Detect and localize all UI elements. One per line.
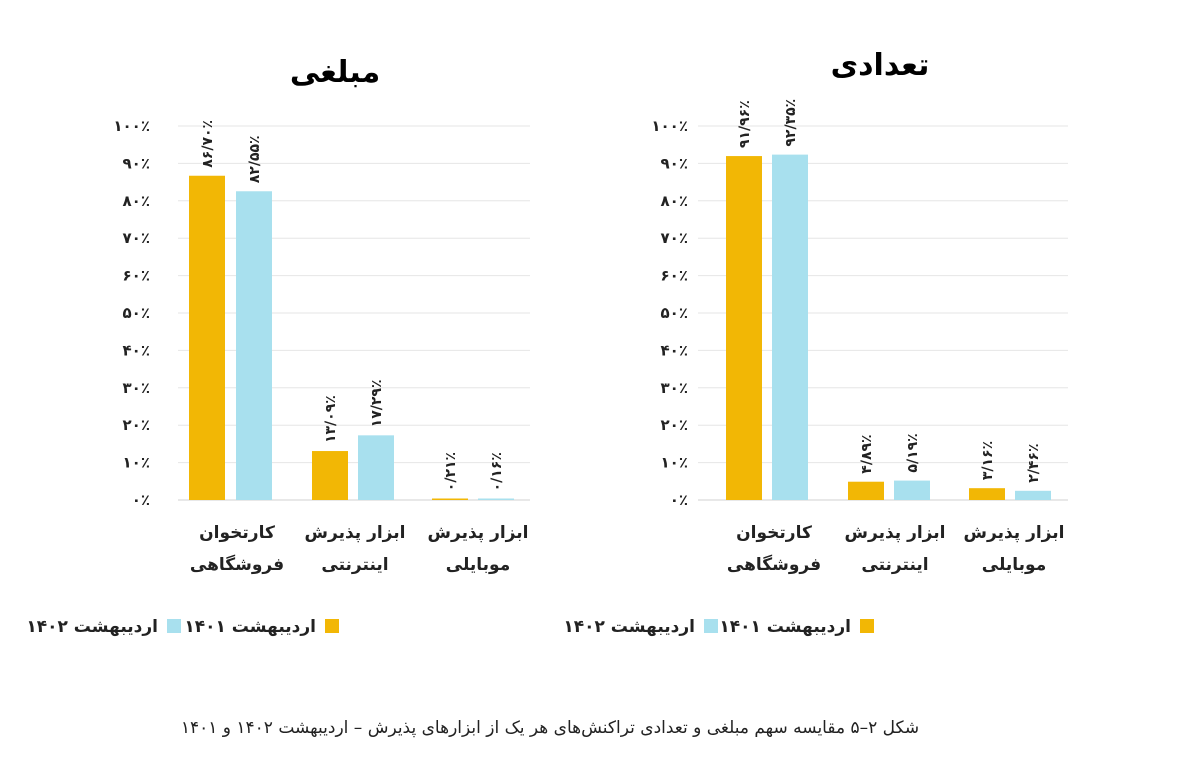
- category-label: ابزار پذیرش: [964, 523, 1065, 543]
- category-label: ابزار پذیرش: [428, 523, 529, 543]
- data-label: ۰/۱۶٪: [489, 452, 505, 491]
- y-tick-label: ۳۰٪: [123, 379, 150, 397]
- legend-label: اردیبهشت ۱۴۰۲: [26, 617, 158, 637]
- bar: [478, 498, 514, 500]
- chart-amount: مبلغی ۰٪ ۱۰٪ ۲۰٪ ۳۰٪ ۴۰٪ ۵۰٪ ۶۰٪ ۷۰٪ ۸۰٪ ۹۰٪ ۱۰۰٪ ۸۶…: [26, 55, 530, 637]
- bar: [432, 498, 468, 500]
- legend-label: اردیبهشت ۱۴۰۱: [719, 617, 851, 637]
- y-tick-label: ۱۰۰٪: [113, 117, 150, 135]
- legend-label: اردیبهشت ۱۴۰۲: [563, 617, 695, 637]
- data-label: ۸۲/۵۵٪: [247, 135, 263, 183]
- y-tick-label: ۰٪: [132, 491, 150, 509]
- data-label: ۲/۴۶٪: [1026, 444, 1042, 483]
- y-tick-label: ۶۰٪: [123, 267, 150, 285]
- bar: [848, 481, 884, 500]
- legend-swatch: [325, 619, 339, 633]
- category-label: اینترنتی: [321, 555, 388, 575]
- category-label: فروشگاهی: [727, 554, 821, 575]
- y-tick-label: ۰٪: [670, 491, 688, 509]
- y-tick-label: ۲۰٪: [661, 416, 688, 434]
- category-label: موبایلی: [982, 555, 1046, 575]
- bar: [358, 435, 394, 500]
- category-label: فروشگاهی: [190, 554, 284, 575]
- bar: [236, 191, 272, 500]
- bar: [1015, 490, 1051, 500]
- y-tick-label: ۲۰٪: [123, 416, 150, 434]
- chart-title: تعدادی: [831, 48, 930, 83]
- data-label: ۹۲/۳۵٪: [783, 99, 799, 147]
- chart-count: تعدادی ۰٪ ۱۰٪ ۲۰٪ ۳۰٪ ۴۰٪ ۵۰٪ ۶۰٪ ۷۰٪ ۸۰٪ ۹۰٪ ۱۰۰٪ ۹…: [563, 48, 1068, 637]
- bar: [189, 175, 225, 500]
- category-label: ابزار پذیرش: [305, 523, 406, 543]
- y-tick-label: ۱۰٪: [123, 454, 150, 472]
- legend-swatch: [704, 619, 718, 633]
- legend-swatch: [860, 619, 874, 633]
- y-tick-label: ۹۰٪: [123, 154, 150, 172]
- y-tick-label: ۹۰٪: [661, 154, 688, 172]
- data-label: ۵/۱۹٪: [905, 433, 921, 472]
- data-label: ۹۱/۹۶٪: [737, 100, 753, 148]
- category-label: کارتخوان: [736, 523, 812, 543]
- data-label: ۳/۱۶٪: [980, 441, 996, 480]
- y-tick-label: ۱۰۰٪: [651, 117, 688, 135]
- y-tick-label: ۶۰٪: [661, 267, 688, 285]
- category-label: ابزار پذیرش: [845, 523, 946, 543]
- y-tick-label: ۷۰٪: [123, 229, 150, 247]
- data-label: ۸۶/۷۰٪: [200, 120, 216, 168]
- chart-title: مبلغی: [290, 55, 380, 90]
- y-tick-label: ۴۰٪: [661, 341, 688, 359]
- y-tick-label: ۷۰٪: [661, 229, 688, 247]
- y-tick-label: ۱۰٪: [661, 454, 688, 472]
- data-label: ۱۳/۰۹٪: [323, 395, 339, 443]
- y-tick-label: ۳۰٪: [661, 379, 688, 397]
- legend-label: اردیبهشت ۱۴۰۱: [184, 617, 316, 637]
- data-label: ۱۷/۲۹٪: [369, 379, 385, 427]
- figure-caption: شکل ۲–۵ مقایسه سهم مبلغی و تعدادی تراکنش…: [181, 718, 919, 738]
- bar: [726, 156, 762, 501]
- bar: [312, 451, 348, 500]
- y-tick-label: ۸۰٪: [123, 192, 150, 210]
- category-label: اینترنتی: [861, 555, 928, 575]
- category-label: موبایلی: [446, 555, 510, 575]
- data-label: ۴/۸۹٪: [859, 434, 875, 473]
- bar: [772, 154, 808, 500]
- category-label: کارتخوان: [199, 523, 275, 543]
- bar: [969, 488, 1005, 500]
- legend-swatch: [167, 619, 181, 633]
- y-tick-label: ۵۰٪: [123, 304, 150, 322]
- y-tick-label: ۴۰٪: [123, 341, 150, 359]
- y-tick-label: ۸۰٪: [661, 192, 688, 210]
- y-tick-label: ۵۰٪: [661, 304, 688, 322]
- bar: [894, 480, 930, 500]
- data-label: ۰/۲۱٪: [443, 452, 459, 491]
